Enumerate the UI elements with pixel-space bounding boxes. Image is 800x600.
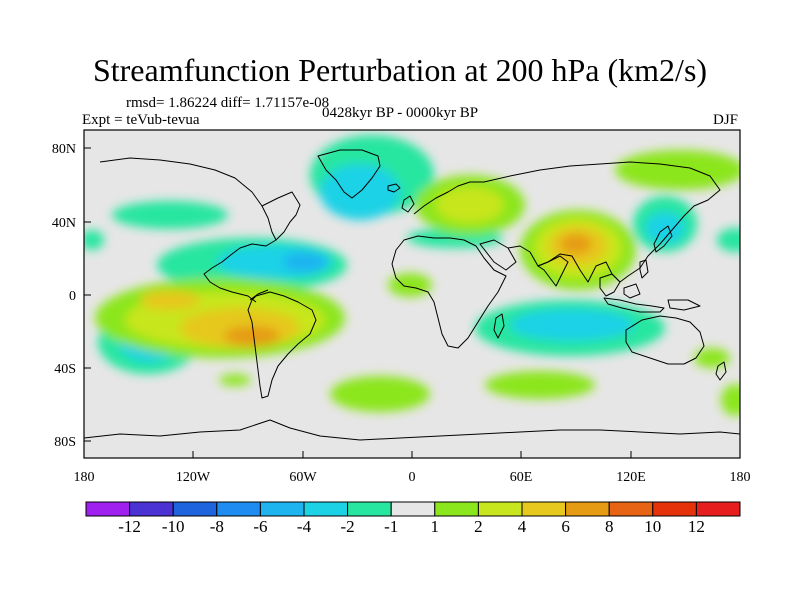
antarctica-coast [84,419,740,441]
colorbar-swatch [129,501,174,517]
colorbar-swatch [172,501,218,517]
anomaly-europe-inner [436,187,504,223]
colorbar-label: 8 [605,517,614,536]
colorbar-swatch [565,501,610,517]
lat-label-0: 0 [69,289,76,304]
stats-label: rmsd= 1.86224 diff= 1.71157e-08 [126,95,330,111]
madagascar-coast [493,313,505,339]
lat-label-80s: 80S [54,435,76,450]
europe-coast [413,181,484,215]
colorbar-label: -10 [162,517,185,536]
colorbar-label: 1 [431,517,440,536]
britain-coast [401,195,415,213]
lat-label-80n: 80N [52,142,76,157]
anomaly-north-pacific-band [112,201,228,229]
anomaly-south-america-core [224,326,280,346]
colorbar-label: -4 [297,517,312,536]
map-title: Streamfunction Perturbation at 200 hPa (… [92,52,708,88]
season-label: DJF [713,112,739,128]
north-america-coast [99,157,277,303]
asia-coast [483,161,721,283]
colorbar-swatch [652,501,697,517]
anomaly-southeast-corner [721,384,740,416]
anomaly-arctic-east [615,150,740,190]
colorbar-swatch [303,501,349,517]
anomaly-africa-west [388,273,432,297]
colorbar-label: -2 [341,517,355,536]
colorbar-swatch [85,501,131,517]
greenland-coast [317,149,381,199]
anomaly-caribbean-inner [283,252,327,272]
colorbar: -12 -10 -8 -6 -4 -2 -1 1 2 4 6 8 10 12 [85,501,741,536]
south-america-coast [247,291,317,399]
anomaly-tibet-core [560,234,592,254]
anomaly-patagonia [219,374,251,386]
new-guinea-coast [667,299,701,311]
colorbar-label: -8 [210,517,224,536]
streamfunction-field [84,135,740,441]
coastlines [84,149,740,441]
southeast-asia-coast [599,273,621,297]
japan-coast [653,225,673,253]
central-america-coast [249,289,269,301]
lon-label-180e: 180 [730,470,751,485]
lon-label-120e: 120E [616,470,646,485]
lon-label-120w: 120W [176,470,211,485]
colorbar-swatch [259,501,305,517]
anomaly-dateline-west [84,230,104,250]
colorbar-label: 4 [518,517,527,536]
colorbar-swatch [521,501,567,517]
africa-coast [391,235,507,349]
colorbar-swatch [608,501,654,517]
arabia-coast [479,239,517,271]
india-coast [537,255,569,287]
anomaly-tasman [694,348,730,368]
lon-label-0: 0 [409,470,416,485]
experiment-label: Expt = teVub-tevua [82,112,200,128]
colorbar-label: -12 [118,517,141,536]
colorbar-swatch [347,501,392,517]
latitude-axis: 80N 40N 0 40S 80S [52,142,91,450]
longitude-axis: 180 120W 60W 0 60E 120E 180 [74,451,751,485]
colorbar-swatch [434,501,479,517]
lon-label-180w: 180 [74,470,95,485]
colorbar-label: -1 [384,517,398,536]
anomaly-south-atlantic [330,376,430,412]
period-label: 0428kyr BP - 0000kyr BP [322,105,479,121]
colorbar-swatch [390,501,436,517]
indonesia-coast [603,297,665,313]
anomaly-east-pacific-core [140,290,200,310]
lat-label-40s: 40S [54,362,76,377]
anomaly-indian-ocean-inner [510,309,634,341]
colorbar-label: 6 [561,517,570,536]
new-zealand-coast [715,361,727,381]
colorbar-label: 10 [644,517,661,536]
colorbar-label: 2 [474,517,483,536]
lon-label-60e: 60E [510,470,533,485]
australia-coast [625,315,705,365]
colorbar-label: 12 [688,517,705,536]
colorbar-swatch [695,501,741,517]
colorbar-swatch [216,501,261,517]
philippines-coast [639,259,649,279]
colorbar-swatch [477,501,523,517]
north-america-east-coast [261,191,301,241]
colorbar-label: -6 [253,517,267,536]
lat-label-40n: 40N [52,216,76,231]
iceland-coast [387,183,401,193]
lon-label-60w: 60W [289,470,317,485]
anomaly-dateline-east [717,228,740,252]
anomaly-south-indian [485,371,595,399]
borneo-coast [623,283,641,299]
